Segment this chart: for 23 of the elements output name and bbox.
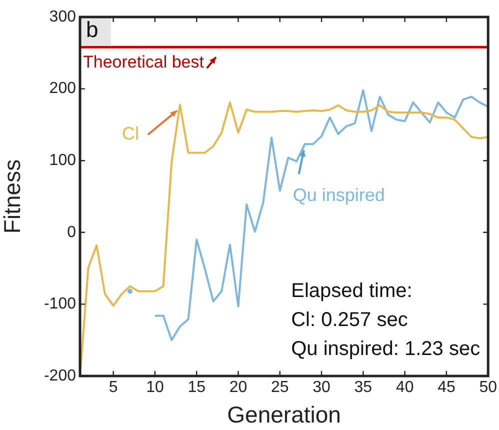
x-tick-label: 40 bbox=[396, 379, 414, 396]
y-tick-label: 300 bbox=[49, 8, 76, 26]
series-label: Cl bbox=[122, 124, 139, 144]
y-tick-label: 200 bbox=[49, 80, 76, 98]
series-label: Qu inspired bbox=[292, 185, 385, 206]
x-tick-label: 25 bbox=[270, 379, 289, 396]
annotation: Elapsed time: Cl: 0.257 sec Qu inspired: 1.23 sec bbox=[291, 280, 480, 360]
x-tick-label: 20 bbox=[229, 379, 248, 396]
x-tick-label: 50 bbox=[479, 379, 498, 396]
annotation: b bbox=[86, 17, 98, 42]
x-tick-label: 10 bbox=[146, 379, 164, 396]
x-axis-title: Generation bbox=[227, 402, 341, 428]
y-tick-label: 100 bbox=[49, 152, 76, 170]
y-tick-label: -200 bbox=[44, 367, 76, 384]
x-tick-label: 15 bbox=[188, 379, 206, 396]
y-tick-label: 0 bbox=[67, 224, 76, 241]
y-axis-title: Fitness bbox=[0, 159, 26, 234]
y-tick-label: -100 bbox=[44, 296, 76, 313]
x-tick-label: 30 bbox=[312, 379, 331, 396]
x-tick-label: 5 bbox=[108, 379, 118, 396]
x-tick-label: 35 bbox=[354, 379, 372, 396]
x-tick-label: 45 bbox=[438, 379, 456, 396]
ref-line-label: Theoretical best bbox=[83, 52, 204, 72]
